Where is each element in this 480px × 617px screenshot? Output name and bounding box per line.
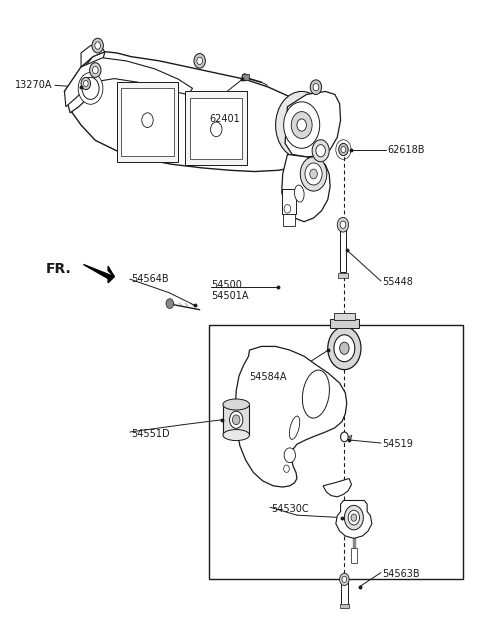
Text: 62401: 62401 — [209, 114, 240, 124]
Circle shape — [310, 80, 322, 94]
Polygon shape — [64, 58, 192, 107]
Circle shape — [300, 157, 327, 191]
Text: FR.: FR. — [46, 262, 71, 276]
Polygon shape — [336, 500, 372, 539]
Text: 13270A: 13270A — [14, 80, 52, 90]
Circle shape — [90, 63, 101, 77]
Bar — [242, 74, 250, 80]
Bar — [209, 325, 463, 579]
Circle shape — [348, 510, 360, 525]
Circle shape — [92, 38, 103, 53]
Circle shape — [84, 80, 88, 86]
Circle shape — [211, 122, 222, 137]
Circle shape — [341, 146, 346, 152]
Bar — [283, 213, 295, 226]
Text: 54500: 54500 — [212, 280, 242, 290]
Circle shape — [95, 42, 100, 49]
Text: 54563B: 54563B — [383, 569, 420, 579]
Polygon shape — [348, 435, 352, 439]
Circle shape — [284, 465, 289, 473]
Circle shape — [284, 102, 320, 148]
Text: 54564B: 54564B — [131, 274, 168, 284]
Circle shape — [337, 217, 348, 232]
Ellipse shape — [223, 429, 250, 441]
Circle shape — [78, 72, 103, 104]
Polygon shape — [64, 52, 105, 113]
Polygon shape — [340, 605, 349, 608]
Polygon shape — [285, 91, 341, 157]
Circle shape — [344, 505, 363, 530]
Circle shape — [276, 91, 328, 159]
Bar — [223, 405, 250, 435]
Text: 54501A: 54501A — [212, 291, 249, 301]
Circle shape — [284, 205, 291, 213]
Bar — [330, 319, 359, 328]
Ellipse shape — [302, 370, 329, 418]
Polygon shape — [323, 478, 351, 497]
Bar — [340, 229, 346, 272]
Ellipse shape — [223, 399, 250, 410]
Circle shape — [197, 57, 203, 65]
Circle shape — [142, 113, 153, 128]
Circle shape — [340, 573, 349, 586]
Circle shape — [81, 77, 91, 89]
Circle shape — [328, 327, 361, 370]
Polygon shape — [81, 46, 105, 67]
Bar — [190, 97, 242, 159]
Bar — [334, 313, 355, 320]
Circle shape — [316, 144, 325, 157]
Circle shape — [305, 163, 322, 185]
Circle shape — [342, 576, 347, 582]
Bar — [117, 82, 179, 162]
Circle shape — [242, 73, 248, 81]
Bar — [351, 548, 357, 563]
Circle shape — [340, 221, 346, 228]
Circle shape — [194, 54, 205, 68]
Ellipse shape — [295, 185, 304, 202]
Circle shape — [166, 299, 174, 308]
Circle shape — [284, 448, 296, 463]
Bar — [185, 91, 247, 165]
Text: 55448: 55448 — [383, 277, 413, 287]
Ellipse shape — [289, 416, 300, 439]
Polygon shape — [282, 154, 330, 222]
Bar — [341, 581, 348, 605]
Circle shape — [297, 119, 306, 131]
Bar — [282, 189, 296, 213]
Text: 54519: 54519 — [383, 439, 413, 449]
Polygon shape — [84, 265, 114, 283]
Circle shape — [232, 415, 240, 424]
Text: 62618B: 62618B — [387, 144, 425, 154]
Polygon shape — [338, 273, 348, 278]
Bar — [121, 88, 174, 155]
Circle shape — [310, 169, 317, 179]
Circle shape — [339, 143, 348, 155]
Circle shape — [312, 139, 329, 162]
Circle shape — [82, 77, 99, 99]
Circle shape — [93, 67, 98, 73]
Polygon shape — [64, 52, 328, 172]
Circle shape — [351, 514, 357, 521]
Polygon shape — [235, 346, 347, 487]
Circle shape — [340, 342, 349, 354]
Text: 54551D: 54551D — [131, 429, 169, 439]
Text: 54584A: 54584A — [250, 372, 287, 382]
Circle shape — [334, 335, 355, 362]
Circle shape — [313, 83, 319, 91]
Circle shape — [291, 112, 312, 139]
Circle shape — [341, 432, 348, 442]
Circle shape — [229, 411, 243, 428]
Text: 54530C: 54530C — [271, 504, 309, 514]
